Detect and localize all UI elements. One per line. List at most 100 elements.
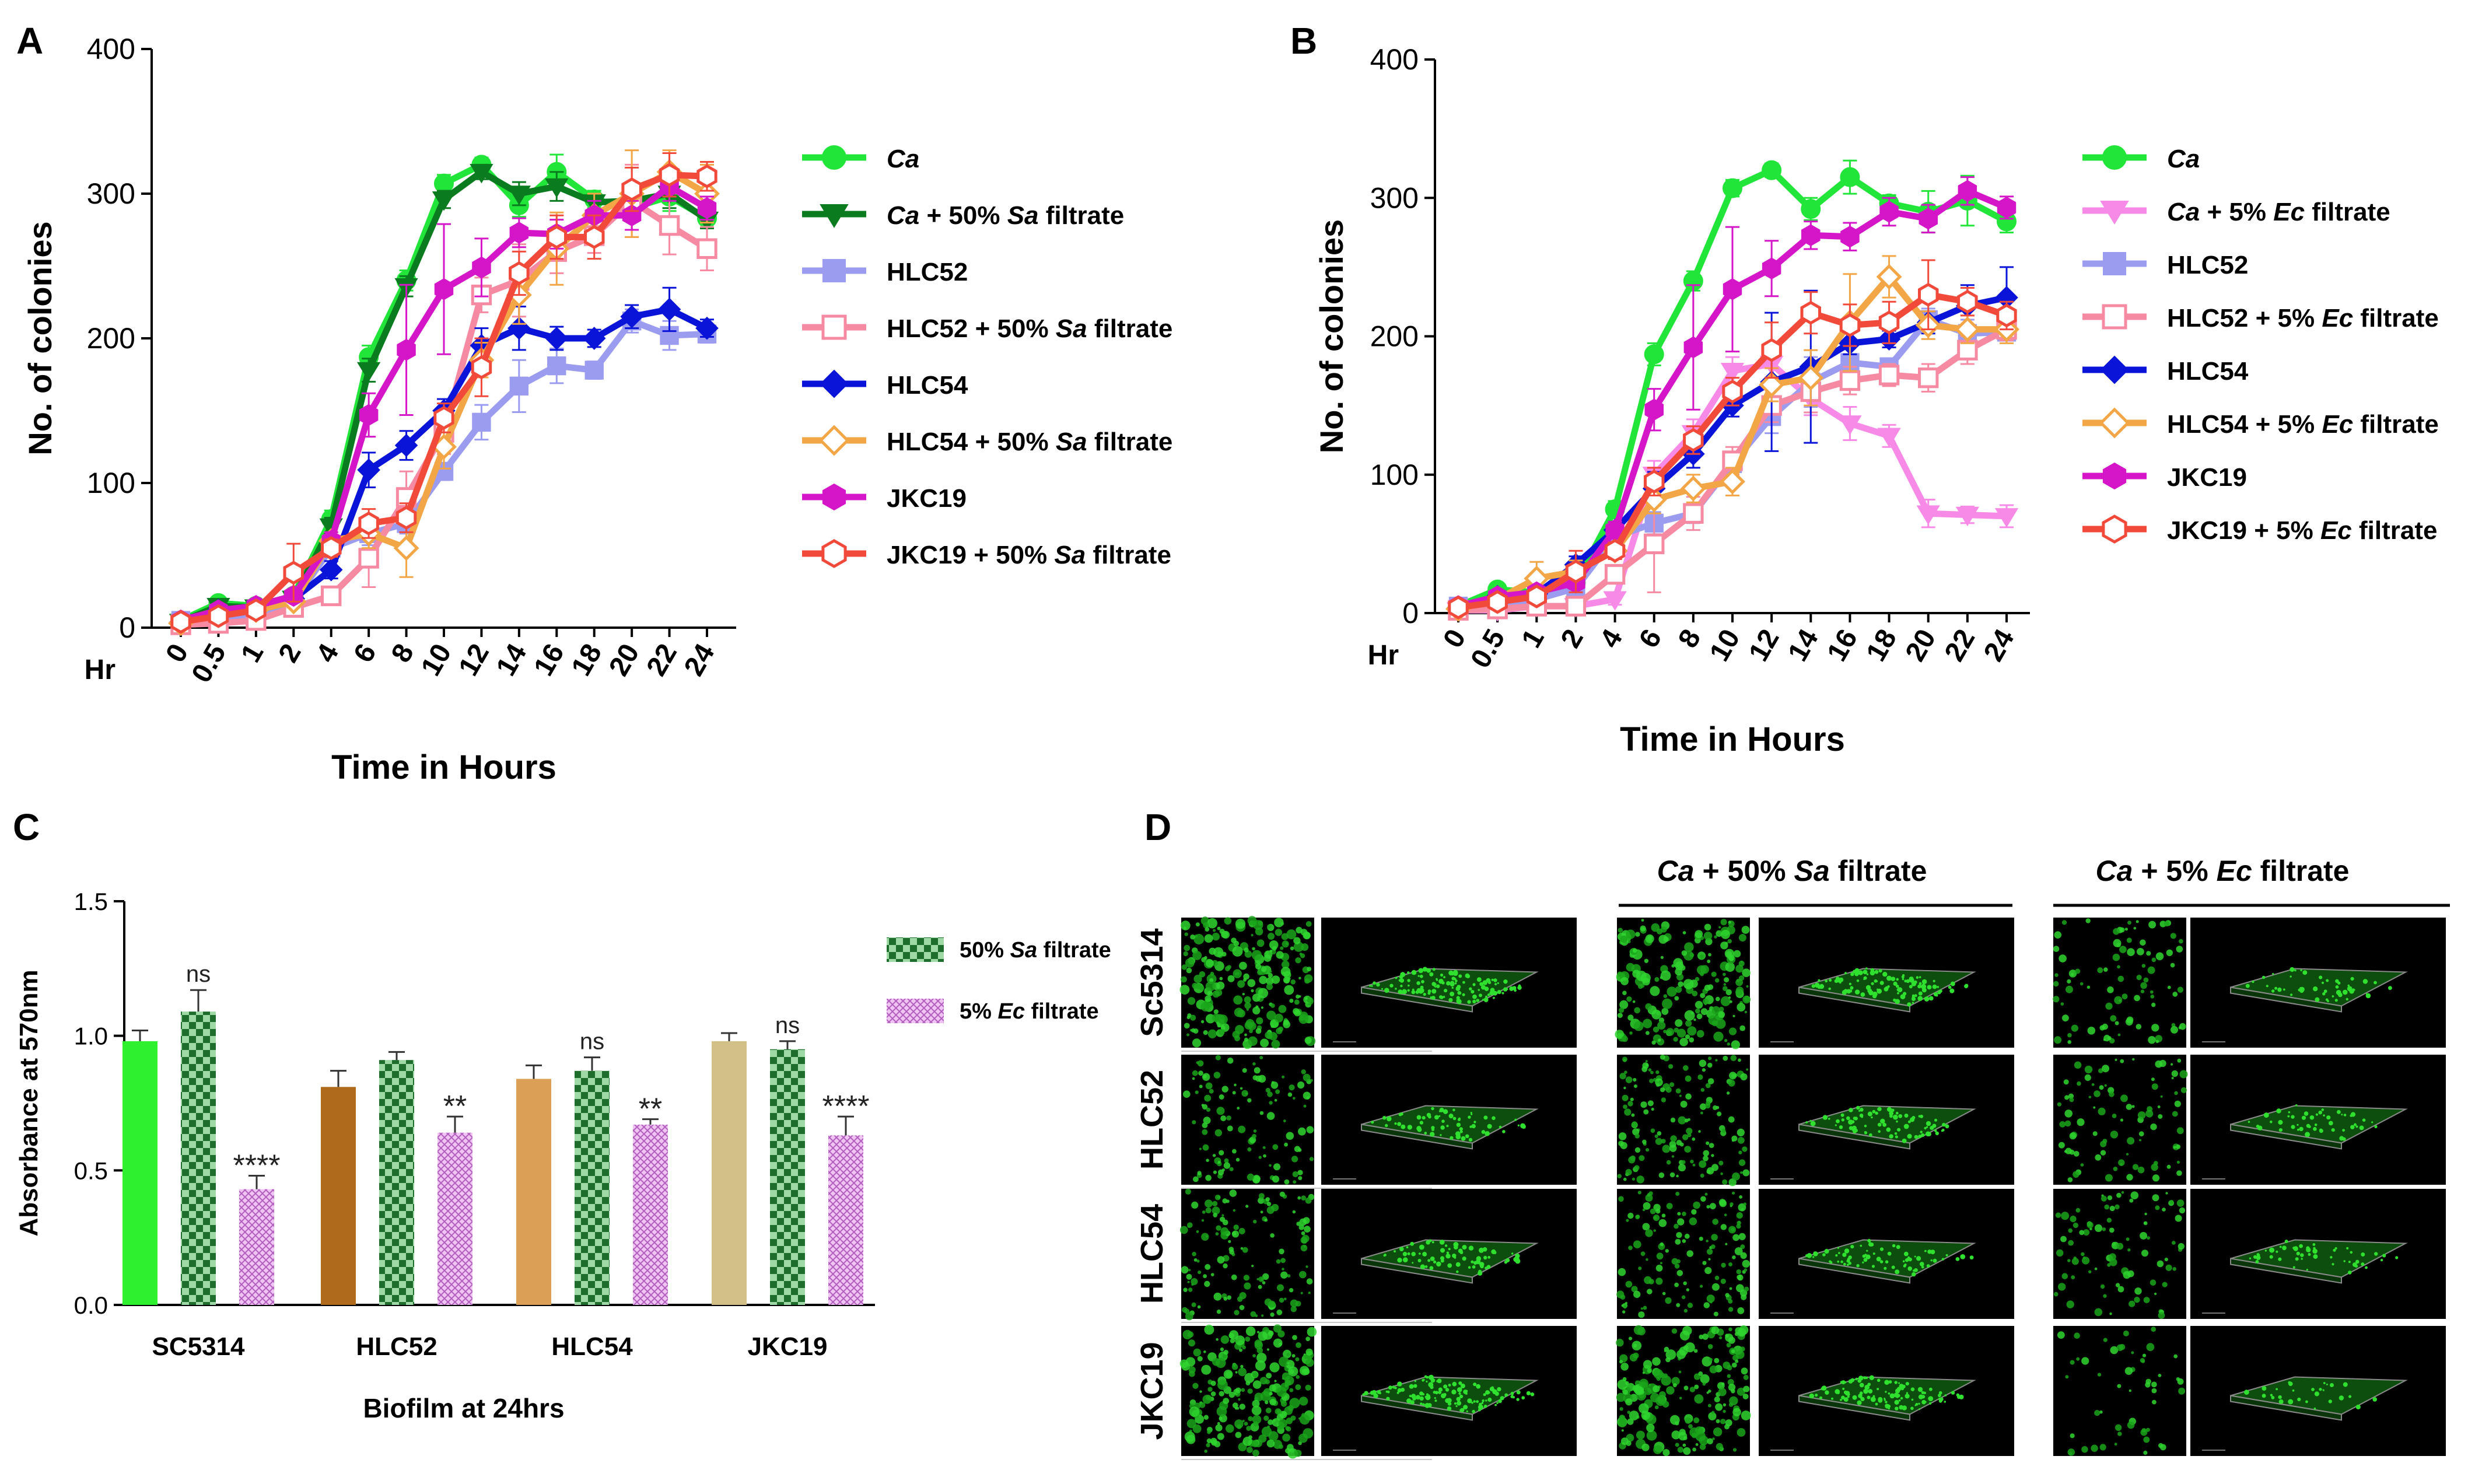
legend-label: Ca + 50% Sa filtrate: [887, 201, 1124, 230]
data-point: [697, 197, 717, 219]
cell-cluster: [1691, 1433, 1697, 1438]
render-cell: [2348, 1270, 2352, 1275]
render-cell: [1894, 1132, 1898, 1135]
cell-cluster: [2166, 949, 2173, 957]
cell-cluster: [1183, 1090, 1191, 1098]
cell-cluster: [1263, 1154, 1266, 1158]
render-cell: [2292, 1266, 2295, 1269]
render-cell: [1493, 978, 1497, 982]
cell-cluster: [2171, 1063, 2173, 1066]
cell-cluster: [1740, 1346, 1745, 1352]
render-cell: [1457, 1401, 1462, 1406]
cell-cluster: [1703, 1155, 1709, 1161]
cell-cluster: [2114, 1443, 2117, 1446]
cell-cluster: [1618, 1196, 1624, 1202]
render-cell: [1921, 1399, 1926, 1405]
render-cell: [1454, 979, 1458, 982]
cell-cluster: [1739, 1195, 1743, 1199]
cell-cluster: [1732, 1255, 1736, 1259]
render-cell: [1511, 1252, 1514, 1255]
cell-cluster: [2176, 1170, 2182, 1176]
cell-cluster: [1620, 977, 1629, 985]
cell-cluster: [1670, 1117, 1676, 1123]
render-cell: [1430, 1385, 1434, 1390]
render-cell: [2388, 986, 2392, 991]
cell-cluster: [1636, 1175, 1644, 1184]
render-cell: [1485, 1266, 1487, 1270]
render-cell: [1386, 1396, 1390, 1401]
render-cell: [1473, 1400, 1476, 1403]
render-cell: [1846, 989, 1851, 994]
cell-cluster: [1639, 1403, 1649, 1414]
cell-cluster: [2113, 1167, 2118, 1171]
cell-cluster: [1223, 1398, 1230, 1405]
cell-cluster: [1627, 1410, 1631, 1414]
render-cell: [1831, 1397, 1833, 1400]
cell-cluster: [1304, 1226, 1311, 1233]
confocal-3d-render: [2190, 1055, 2446, 1185]
data-point: [1958, 180, 1977, 202]
render-cell: [2326, 1115, 2331, 1120]
cell-cluster: [1245, 1205, 1249, 1208]
y-tick-label: 0: [119, 611, 135, 644]
cell-cluster: [1723, 983, 1727, 986]
render-cell: [2276, 1250, 2278, 1253]
data-point: [170, 610, 191, 634]
cell-cluster: [1641, 1066, 1648, 1072]
cell-cluster: [1223, 1162, 1231, 1169]
render-cell: [2347, 984, 2350, 987]
cell-cluster: [1280, 967, 1291, 977]
render-cell: [2277, 987, 2282, 992]
cell-cluster: [1709, 1365, 1718, 1374]
data-point: [1762, 257, 1781, 279]
cell-cluster: [1242, 1419, 1245, 1423]
render-cell: [1424, 1265, 1428, 1268]
cell-cluster: [1700, 1008, 1708, 1016]
y-axis-title: No. of colonies: [22, 221, 58, 455]
cell-cluster: [1618, 928, 1623, 933]
render-cell: [1387, 1116, 1392, 1122]
cell-cluster: [1309, 1157, 1314, 1161]
slab-side: [2230, 986, 2342, 1013]
cell-cluster: [2069, 1132, 2077, 1140]
cell-cluster: [1645, 1229, 1653, 1237]
render-cell: [1920, 1130, 1923, 1133]
cell-cluster: [1677, 1212, 1681, 1216]
cell-cluster: [2126, 1237, 2130, 1241]
render-cell: [1513, 1256, 1519, 1262]
cell-cluster: [2100, 1284, 2105, 1289]
y-tick-label: 300: [87, 177, 135, 210]
legend-label: JKC19 + 50% Sa filtrate: [887, 541, 1171, 569]
render-cell: [2330, 1256, 2333, 1259]
cell-cluster: [2179, 1023, 2186, 1030]
cell-cluster: [1303, 1104, 1307, 1108]
render-cell: [1443, 1384, 1448, 1389]
render-cell: [1903, 1124, 1909, 1129]
cell-cluster: [1689, 953, 1695, 958]
cell-cluster: [1297, 1170, 1303, 1175]
data-point: [509, 261, 530, 285]
render-cell: [2374, 1125, 2378, 1129]
cell-cluster: [2140, 1429, 2148, 1436]
render-cell: [2270, 1120, 2273, 1124]
cell-cluster: [1715, 1059, 1718, 1062]
confocal-2d-image: [1179, 1324, 1317, 1459]
cell-cluster: [1657, 1131, 1662, 1136]
cell-cluster: [1296, 1342, 1301, 1348]
cell-cluster: [2123, 1271, 2131, 1279]
cell-cluster: [1728, 1116, 1735, 1123]
header-sa-part: + 50%: [1695, 855, 1794, 887]
cell-cluster: [1261, 1006, 1263, 1009]
data-point: [584, 360, 604, 380]
cell-cluster: [1651, 1040, 1656, 1045]
cell-cluster: [1195, 984, 1202, 989]
cell-cluster: [1641, 1443, 1650, 1451]
x-axis-title: Time in Hours: [1620, 720, 1845, 758]
render-cell: [1466, 974, 1471, 979]
render-cell: [1483, 1393, 1486, 1396]
cell-cluster: [1221, 1086, 1228, 1093]
render-cell: [1397, 1122, 1402, 1126]
cell-cluster: [2057, 1102, 2061, 1107]
cell-cluster: [1219, 1416, 1223, 1420]
cell-cluster: [2097, 967, 2103, 974]
